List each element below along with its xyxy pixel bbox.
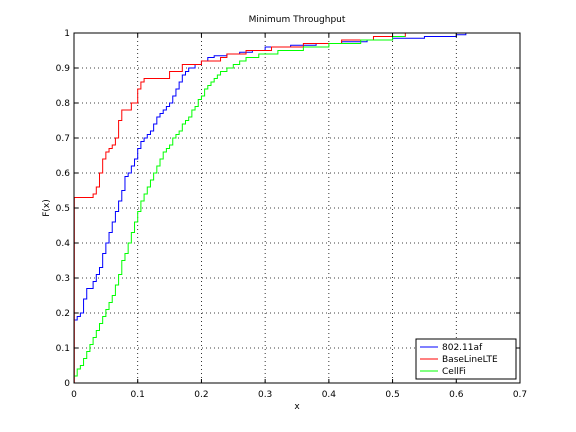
series-line-cellfi bbox=[74, 36, 406, 377]
y-tick-label: 0.1 bbox=[56, 344, 70, 354]
y-tick-label: 0.6 bbox=[56, 169, 71, 179]
legend: 802.11af BaseLineLTE CellFi bbox=[415, 338, 517, 380]
legend-label: CellFi bbox=[442, 367, 466, 377]
y-tick-label: 0.4 bbox=[56, 239, 71, 249]
x-tick-label: 0.1 bbox=[131, 390, 145, 400]
y-tick-label: 0.3 bbox=[56, 274, 70, 284]
y-tick-label: 0.7 bbox=[56, 134, 70, 144]
y-tick-label: 0.5 bbox=[56, 204, 70, 214]
x-tick-label: 0.4 bbox=[322, 390, 337, 400]
series-line-baselinelte bbox=[73, 33, 406, 384]
y-tick-label: 0.8 bbox=[56, 99, 71, 109]
x-tick-label: 0.7 bbox=[513, 390, 527, 400]
y-tick-label: 0 bbox=[64, 379, 70, 389]
series-layer bbox=[73, 33, 467, 384]
x-axis-label: x bbox=[294, 402, 300, 412]
x-tick-label: 0.3 bbox=[258, 390, 272, 400]
y-axis-label: F(x) bbox=[42, 199, 52, 217]
x-tick-label: 0 bbox=[71, 390, 77, 400]
chart-title: Minimum Throughput bbox=[249, 15, 346, 25]
x-tick-label: 0.2 bbox=[194, 390, 208, 400]
legend-label: 802.11af bbox=[442, 343, 483, 353]
y-tick-label: 1 bbox=[64, 29, 70, 39]
legend-label: BaseLineLTE bbox=[442, 355, 498, 365]
y-tick-label: 0.2 bbox=[56, 309, 70, 319]
y-tick-label: 0.9 bbox=[56, 64, 71, 74]
axis-ticks: 0 0.1 0.2 0.3 0.4 0.5 0.6 0.7 0 0.1 0.2 0.3 0.4 0.5 0.… bbox=[56, 29, 527, 400]
x-tick-label: 0.5 bbox=[385, 390, 399, 400]
x-tick-label: 0.6 bbox=[449, 390, 464, 400]
plot-area bbox=[74, 33, 520, 383]
